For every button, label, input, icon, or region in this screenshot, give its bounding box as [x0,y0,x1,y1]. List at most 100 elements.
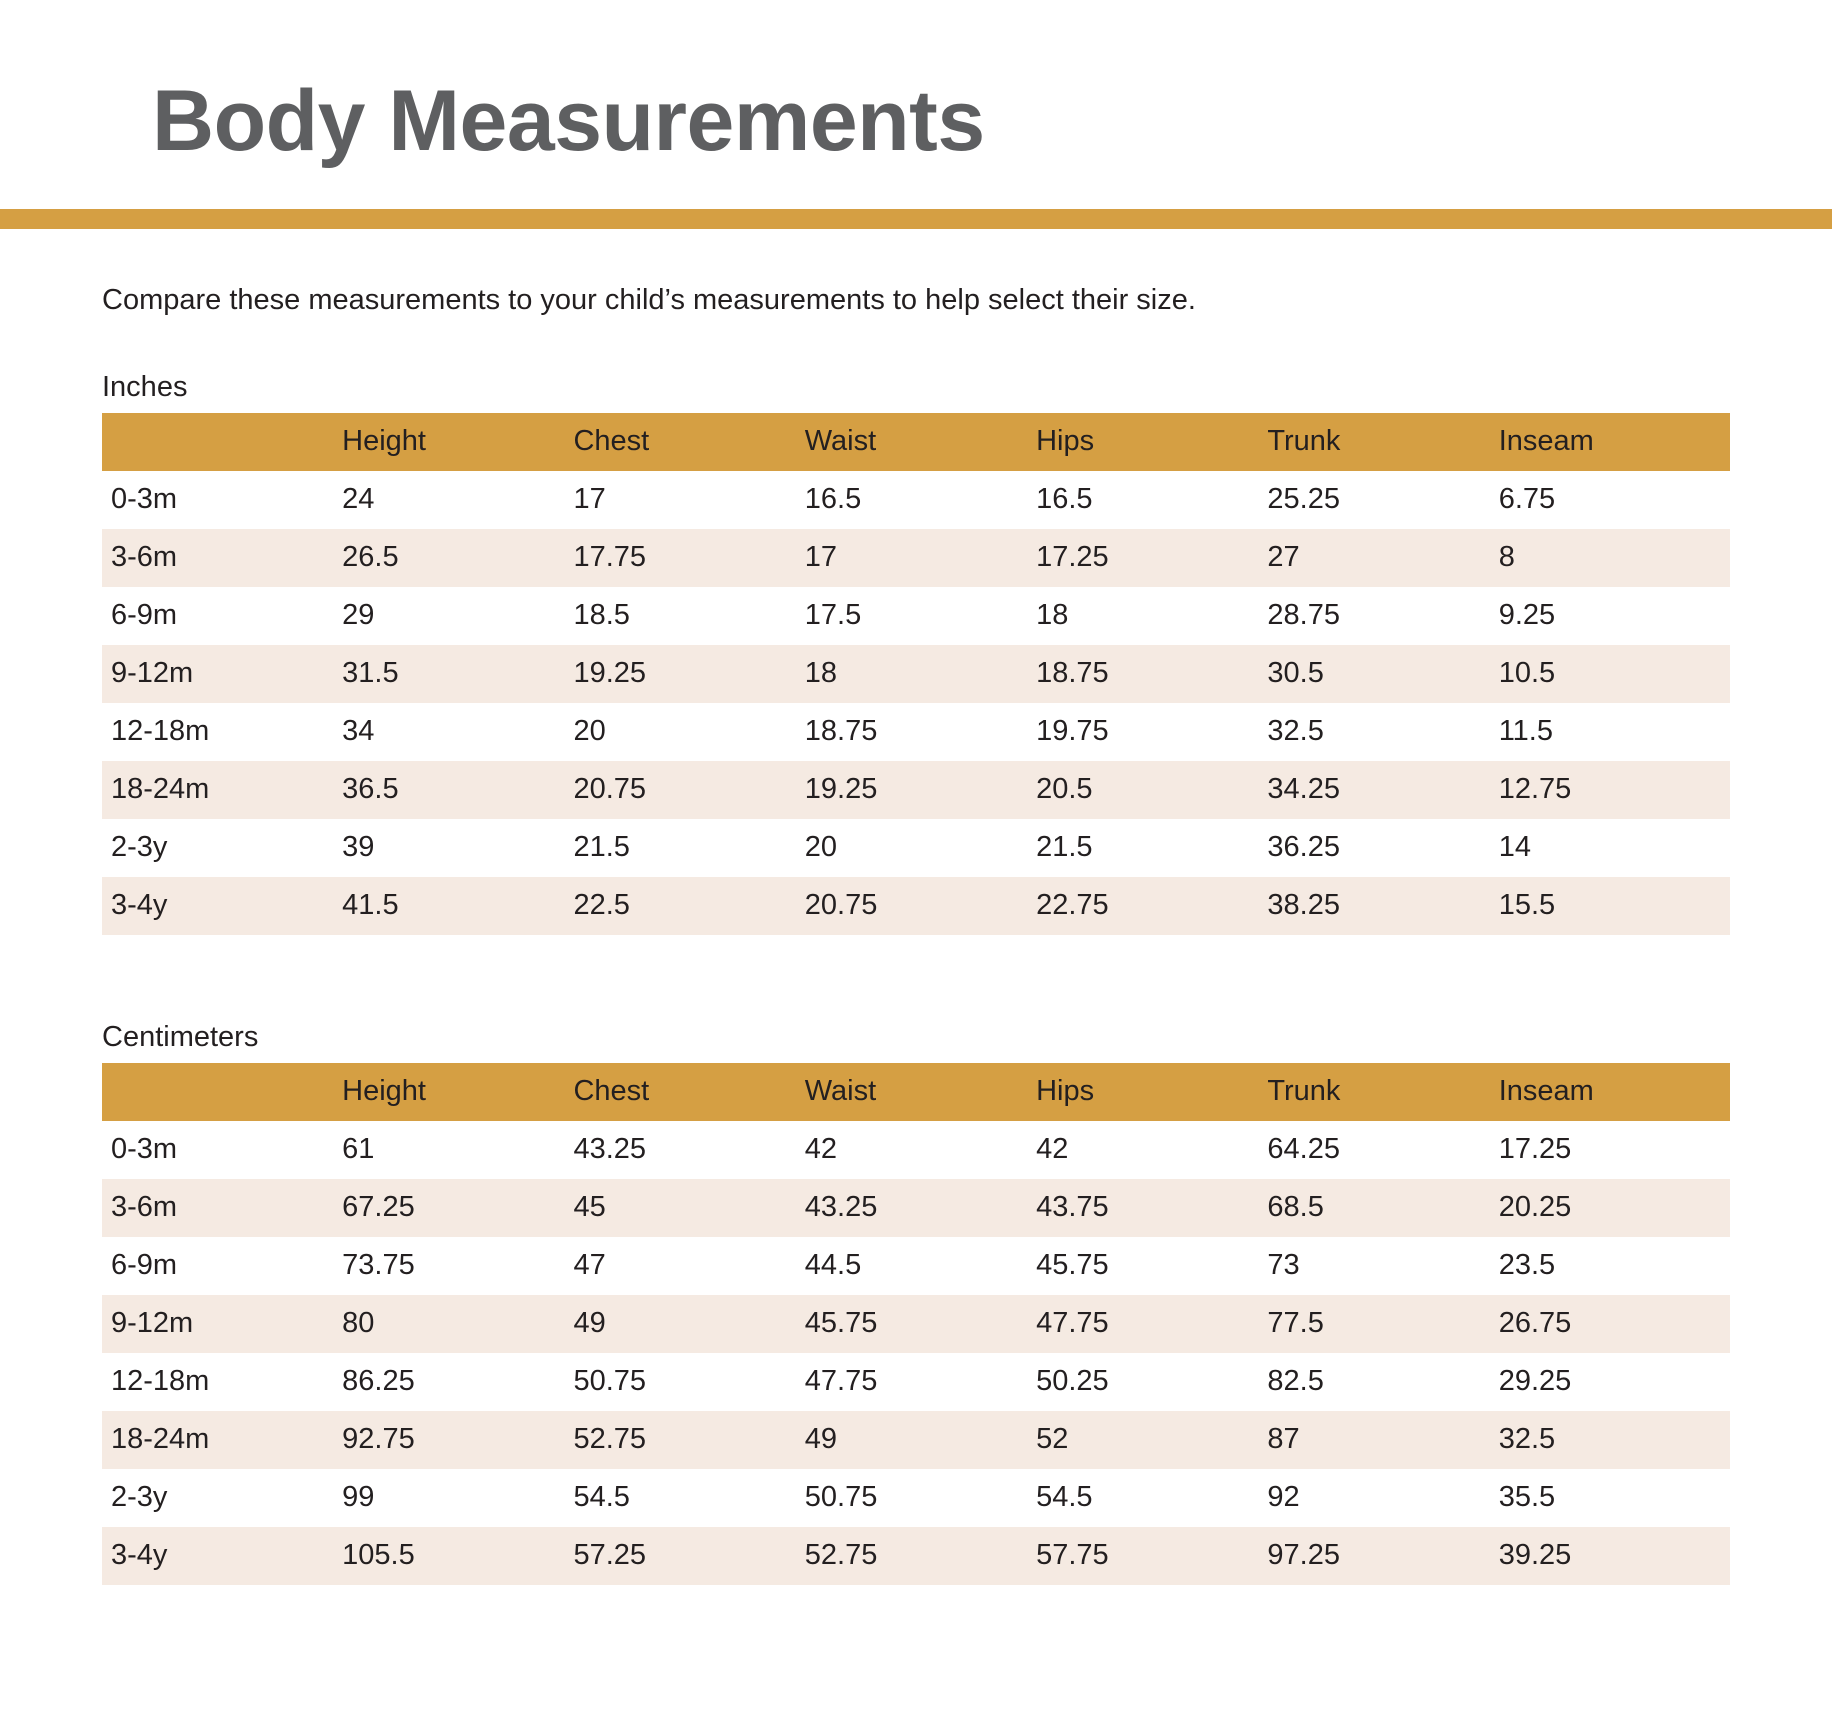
column-header: Inseam [1498,1075,1594,1108]
measurement-cell: 18 [1036,599,1069,632]
measurement-cell: 34.25 [1267,773,1340,806]
row-label: 9-12m [111,657,194,690]
measurement-cell: 9.25 [1498,599,1556,632]
header-row: Height Chest Waist Hips Trunk Inseam [102,1062,1730,1121]
measurement-cell: 47.75 [804,1365,878,1398]
table-row: 3-6m 67.25 45 43.25 43.75 68.5 20.25 [102,1178,1730,1237]
measurement-cell: 30.5 [1267,657,1324,690]
measurement-cell: 16.5 [1036,483,1093,516]
row-label: 3-4y [111,1539,168,1572]
measurement-cell: 92 [1267,1481,1300,1514]
measurement-cell: 42 [804,1133,838,1166]
measurement-cell: 22.75 [1036,889,1109,922]
measurement-cell: 21.5 [573,831,630,864]
measurement-cell: 20 [573,715,606,748]
row-label: 18-24m [111,773,210,806]
measurement-cell: 36.25 [1267,831,1340,864]
measurement-cell: 41.5 [342,889,399,922]
row-label: 2-3y [111,1481,168,1514]
measurement-cell: 12.75 [1498,773,1572,806]
table-row: 0-3m 24 17 16.5 16.5 25.25 6.75 [102,471,1730,529]
measurement-cell: 42 [1036,1133,1069,1166]
row-label-column-header [102,413,342,471]
measurement-cell: 47.75 [1036,1307,1109,1340]
measurement-cell: 45 [573,1191,606,1224]
measurement-cell: 43.75 [1036,1191,1109,1224]
measurement-cell: 92.75 [342,1423,415,1456]
table-row: 2-3y 99 54.5 50.75 54.5 92 35.5 [102,1469,1730,1527]
table-row: 3-4y 105.5 57.25 52.75 57.75 97.25 39.25 [102,1526,1730,1585]
measurement-cell: 20.75 [573,773,647,806]
measurement-cell: 21.5 [1036,831,1093,864]
unit-label-inches: Inches [102,370,188,403]
measurement-cell: 20 [804,831,838,864]
row-label: 0-3m [111,1133,178,1166]
column-header: Inseam [1498,425,1594,458]
measurement-cell: 32.5 [1498,1423,1556,1456]
measurement-cell: 47 [573,1249,606,1282]
measurement-cell: 64.25 [1267,1133,1340,1166]
measurement-cell: 17 [573,483,606,516]
measurement-cell: 19.25 [573,657,647,690]
measurement-cell: 87 [1267,1423,1300,1456]
row-label: 6-9m [111,1249,178,1282]
measurement-cell: 10.5 [1498,657,1556,690]
table-row: 12-18m 86.25 50.75 47.75 50.25 82.5 29.25 [102,1353,1730,1411]
measurement-cell: 11.5 [1498,715,1553,748]
measurement-cell: 35.5 [1498,1481,1556,1514]
measurement-cell: 97.25 [1267,1539,1340,1572]
measurement-cell: 52.75 [573,1423,647,1456]
row-label: 6-9m [111,599,178,632]
row-label: 9-12m [111,1307,194,1340]
column-header: Chest [573,425,650,458]
measurement-cell: 18.75 [804,715,878,748]
measurement-cell: 18.75 [1036,657,1109,690]
column-header: Waist [804,425,877,458]
measurement-cell: 54.5 [573,1481,630,1514]
measurement-cell: 43.25 [804,1191,878,1224]
row-label: 12-18m [111,715,210,748]
measurement-cell: 22.5 [573,889,630,922]
measurement-cell: 19.25 [804,773,878,806]
measurement-cell: 43.25 [573,1133,647,1166]
measurement-cell: 45.75 [804,1307,878,1340]
measurement-cell: 27 [1267,541,1300,574]
measurement-cell: 38.25 [1267,889,1340,922]
measurement-cell: 17 [804,541,838,574]
measurement-cell: 49 [573,1307,606,1340]
measurement-cell: 50.75 [573,1365,647,1398]
measurement-cell: 6.75 [1498,483,1556,516]
measurement-cell: 20.25 [1498,1191,1572,1224]
measurement-cell: 17.75 [573,541,647,574]
column-header: Trunk [1267,1075,1341,1108]
measurement-cell: 52 [1036,1423,1069,1456]
size-chart-page: Body Measurements Compare these measurem… [0,70,1832,1585]
measurement-cell: 82.5 [1267,1365,1324,1398]
header-row: Height Chest Waist Hips Trunk Inseam [102,412,1730,471]
measurement-cell: 18.5 [573,599,630,632]
measurement-cell: 32.5 [1267,715,1324,748]
column-header: Chest [573,1075,650,1108]
accent-divider-bar [0,209,1832,230]
column-header: Trunk [1267,425,1341,458]
measurement-cell: 49 [804,1423,838,1456]
measurement-cell: 8 [1498,541,1515,574]
table-row: 18-24m 92.75 52.75 49 52 87 32.5 [102,1410,1730,1469]
unit-label-centimeters: Centimeters [102,1020,259,1053]
measurement-cell: 54.5 [1036,1481,1093,1514]
measurement-cell: 67.25 [342,1191,415,1224]
measurement-cell: 16.5 [804,483,862,516]
table-row: 9-12m 31.5 19.25 18 18.75 30.5 10.5 [102,644,1730,703]
measurement-cell: 68.5 [1267,1191,1324,1224]
measurement-cell: 57.25 [573,1539,647,1572]
column-header: Waist [804,1075,877,1108]
row-label: 2-3y [111,831,168,864]
table-row: 3-4y 41.5 22.5 20.75 22.75 38.25 15.5 [102,876,1730,935]
measurement-cell: 17.5 [804,599,862,632]
column-header: Hips [1036,425,1095,458]
measurement-cell: 24 [342,483,375,516]
intro-text: Compare these measurements to your child… [102,284,1196,317]
measurement-cell: 31.5 [342,657,399,690]
measurement-cell: 29.25 [1498,1365,1572,1398]
table-row: 6-9m 73.75 47 44.5 45.75 73 23.5 [102,1237,1730,1295]
